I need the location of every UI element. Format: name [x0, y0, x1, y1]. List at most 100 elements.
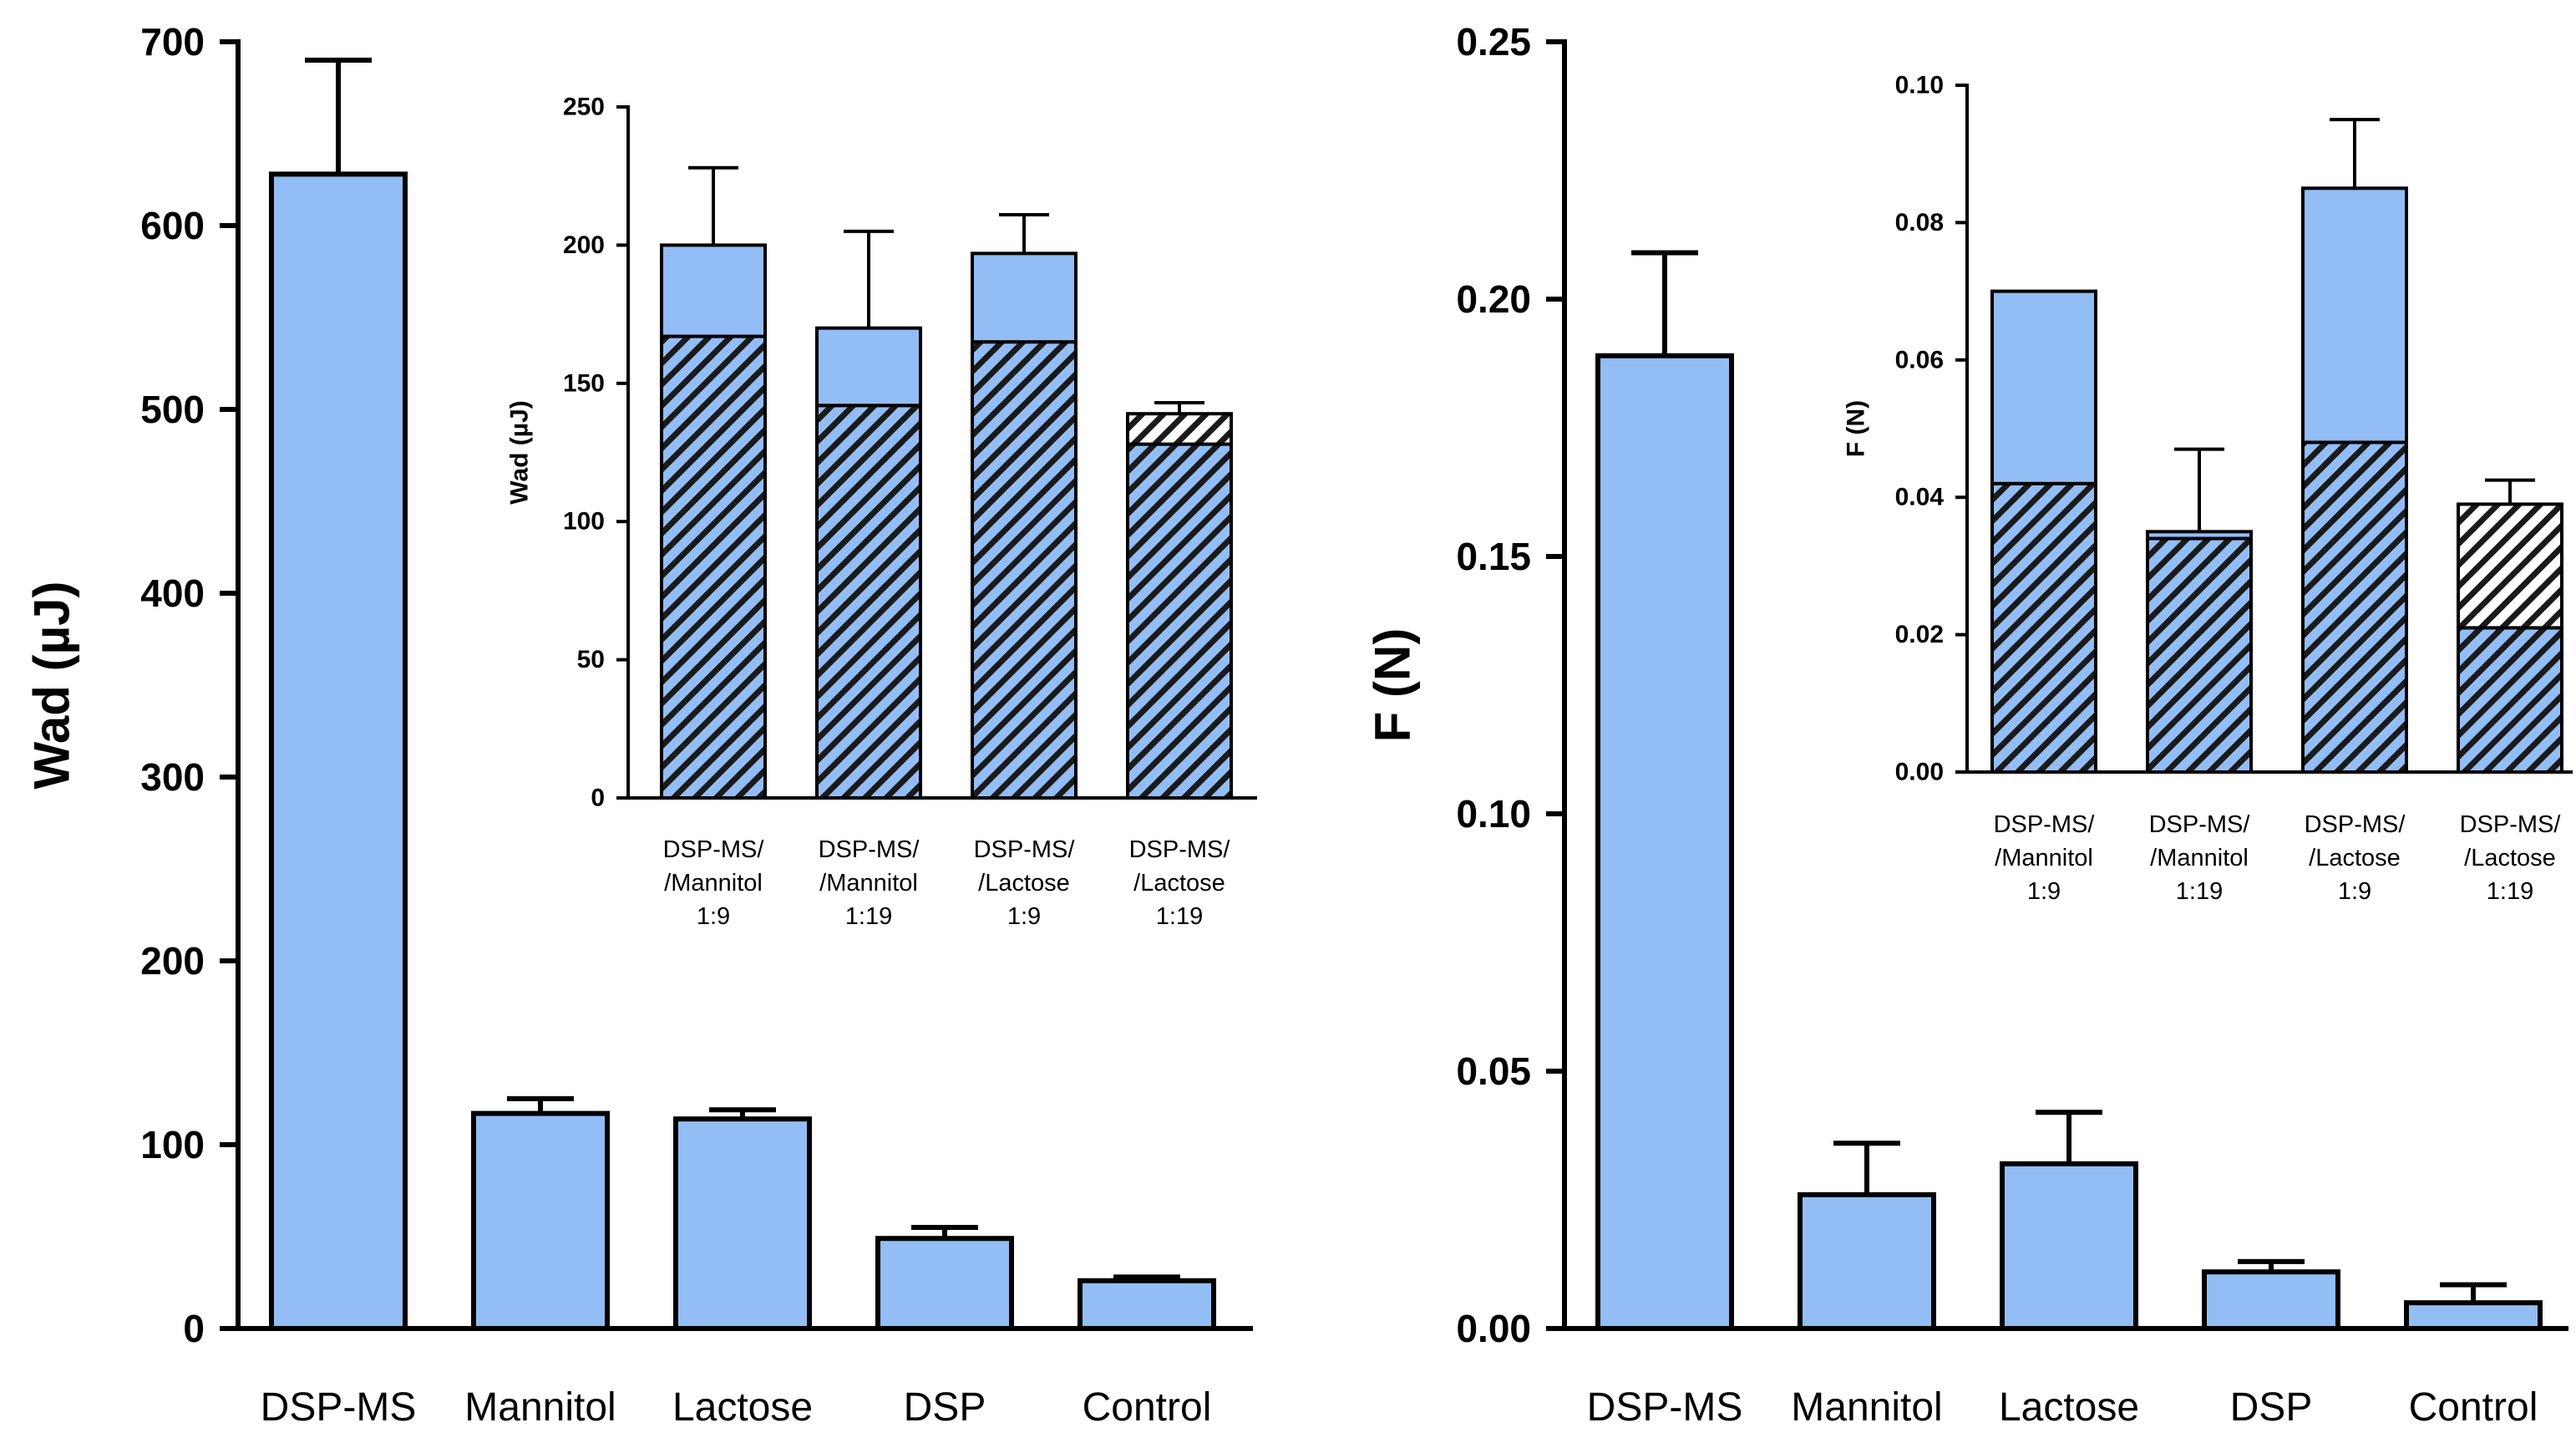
y-tick-label: 200: [140, 939, 205, 983]
bar-segment: [2301, 186, 2408, 445]
y-tick-label: 0.10: [1456, 792, 1531, 836]
x-tick-label: 1:9: [2338, 878, 2371, 905]
bar-group: [2000, 1110, 2138, 1331]
right-inset-chart: DSP-MS/ /Mannitol 1:9 DSP-MS/ /Mannitol 1:19 D…: [1843, 72, 2573, 905]
bar-segment: [2146, 536, 2253, 775]
x-tick-label: /Lactose: [2464, 845, 2556, 871]
y-axis-label: F (N): [1843, 400, 1870, 457]
bar-segment: [660, 243, 767, 338]
x-tick-label: /Lactose: [1133, 870, 1225, 897]
bar-group: [1990, 289, 2097, 774]
y-tick-label: 400: [140, 572, 205, 615]
bar-group: [269, 58, 408, 1331]
bar-group: [2301, 118, 2408, 774]
x-tick-label: DSP-MS/: [2149, 811, 2251, 838]
bar-segment: [2301, 440, 2408, 774]
y-tick-label: 0.15: [1456, 535, 1531, 578]
bar: [2000, 1161, 2138, 1331]
bar-group: [875, 1225, 1014, 1331]
x-tick-label: /Lactose: [978, 870, 1070, 897]
bar: [1595, 353, 1734, 1331]
y-tick-label: 0: [591, 785, 605, 812]
x-tick-label: Control: [1083, 1385, 1212, 1430]
bar: [2202, 1269, 2340, 1331]
bar-segment: [660, 334, 767, 800]
y-axis-label: F (N): [1365, 628, 1421, 743]
x-tick-label: /Mannitol: [1995, 845, 2093, 871]
y-tick-label: 600: [140, 204, 205, 247]
y-tick-label: 200: [563, 231, 605, 259]
bar-group: [1798, 1141, 1936, 1331]
x-tick-label: Lactose: [1999, 1385, 2139, 1430]
x-tick-label: 1:9: [2027, 878, 2061, 905]
bar-segment: [815, 326, 922, 408]
bar-group: [673, 1107, 812, 1331]
y-tick-label: 0: [183, 1307, 205, 1350]
x-tick-label: Lactose: [672, 1385, 813, 1430]
bar-group: [660, 165, 767, 800]
bar-group: [815, 229, 922, 800]
x-tick-label: DSP: [2230, 1385, 2313, 1430]
x-tick-label: DSP-MS/: [2305, 811, 2406, 838]
bar-segment: [1990, 481, 2097, 774]
left-inset-chart: DSP-MS/ /Mannitol 1:9 DSP-MS/ /Mannitol 1:19 D…: [506, 94, 1257, 930]
bar-group: [971, 213, 1078, 800]
bar-group: [1078, 1274, 1216, 1332]
bar: [1078, 1278, 1216, 1332]
bar-group: [2457, 478, 2563, 774]
bar: [471, 1110, 610, 1331]
y-tick-label: 500: [140, 388, 205, 431]
y-tick-label: 250: [563, 94, 605, 121]
x-tick-label: /Lactose: [2309, 845, 2401, 871]
bar: [2404, 1300, 2543, 1331]
x-tick-label: DSP-MS/: [1129, 836, 1231, 863]
x-tick-label: DSP-MS/: [663, 836, 765, 863]
x-tick-label: 1:9: [697, 903, 730, 930]
bar-segment: [2457, 502, 2563, 630]
x-tick-label: 1:19: [2487, 878, 2533, 905]
x-tick-label: DSP-MS/: [974, 836, 1076, 863]
y-tick-label: 100: [563, 508, 605, 536]
y-axis-label: Wad (µJ): [24, 582, 80, 790]
bar-segment: [971, 251, 1078, 344]
x-tick-label: DSP-MS/: [2460, 811, 2562, 838]
x-tick-label: Mannitol: [464, 1385, 616, 1430]
y-tick-label: 300: [140, 755, 205, 799]
bar-segment: [2146, 530, 2253, 541]
bar-group: [1595, 250, 1734, 1331]
bar-segment: [1126, 412, 1233, 446]
bar: [269, 171, 408, 1331]
y-tick-label: 0.02: [1895, 621, 1944, 648]
y-tick-label: 0.20: [1456, 277, 1531, 321]
y-tick-label: 0.00: [1456, 1307, 1531, 1350]
x-tick-label: Mannitol: [1791, 1385, 1942, 1430]
y-tick-label: 0.25: [1456, 20, 1531, 64]
x-tick-label: DSP-MS/: [819, 836, 920, 863]
x-tick-label: DSP-MS: [261, 1385, 417, 1430]
y-tick-label: 0.04: [1895, 484, 1945, 511]
bar-group: [2146, 447, 2253, 775]
bar: [875, 1236, 1014, 1331]
left-main-chart: DSP-MS Mannitol Lactose DSP Control 0 100 200 30…: [24, 20, 1253, 1430]
y-tick-label: 0.10: [1895, 72, 1944, 99]
x-tick-label: /Mannitol: [2150, 845, 2249, 871]
y-tick-label: 0.05: [1456, 1049, 1531, 1093]
x-tick-label: DSP: [904, 1385, 986, 1430]
x-tick-label: 1:19: [845, 903, 892, 930]
bar-segment: [1990, 289, 2097, 485]
bar-group: [471, 1096, 610, 1331]
x-tick-label: DSP-MS/: [1994, 811, 2096, 838]
x-tick-label: 1:19: [2176, 878, 2223, 905]
bar: [673, 1116, 812, 1331]
bar-group: [2404, 1282, 2543, 1331]
x-tick-label: /Mannitol: [819, 870, 918, 897]
x-tick-label: /Mannitol: [664, 870, 763, 897]
bar-segment: [815, 404, 922, 800]
y-tick-label: 0.00: [1895, 759, 1944, 786]
y-tick-label: 50: [577, 646, 605, 673]
y-tick-label: 700: [140, 20, 205, 64]
bar-group: [1126, 400, 1233, 800]
y-tick-label: 150: [563, 369, 605, 397]
y-tick-label: 100: [140, 1123, 205, 1166]
